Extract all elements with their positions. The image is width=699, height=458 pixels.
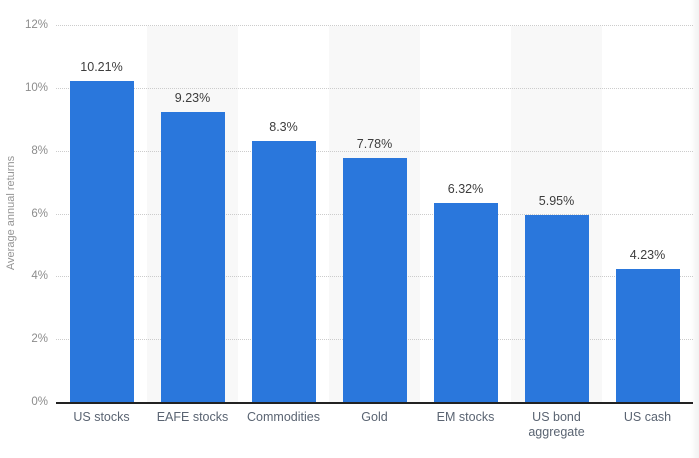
x-category-label: EM stocks: [436, 410, 495, 424]
bar-eafe-stocks[interactable]: [160, 112, 225, 402]
gridline: [56, 87, 693, 89]
x-category-label: US stocks: [73, 410, 130, 424]
bar-value-label: 10.21%: [80, 60, 123, 75]
y-tick-label: 4%: [31, 270, 48, 283]
x-category-label: EAFE stocks: [156, 410, 229, 424]
x-category-label: Gold: [361, 410, 388, 424]
bar-value-label: 6.32%: [447, 182, 484, 197]
bar-gold[interactable]: [342, 157, 407, 402]
bar-us-bond-aggregate[interactable]: [524, 215, 589, 402]
x-category-label: US bond aggregate: [528, 410, 585, 439]
x-category-label: US cash: [623, 410, 672, 424]
gridline: [56, 150, 693, 152]
x-category-label: Commodities: [247, 410, 320, 424]
bar-value-label: 7.78%: [356, 136, 393, 151]
y-tick-label: 12%: [24, 19, 48, 31]
gridline: [56, 25, 693, 26]
y-tick-label: 6%: [31, 207, 48, 220]
bar-commodities[interactable]: [251, 141, 316, 402]
y-tick-label: 2%: [31, 333, 48, 346]
bar-us-cash[interactable]: [615, 269, 680, 402]
bar-value-label: 8.3%: [269, 120, 298, 135]
bar-us-stocks[interactable]: [69, 81, 134, 402]
bar-value-label: 5.95%: [538, 194, 575, 209]
x-axis-line: [56, 402, 693, 404]
y-tick-label: 0%: [31, 396, 48, 408]
right-edge-shadow: [690, 0, 699, 458]
bar-value-label: 4.23%: [629, 248, 666, 263]
bar-value-label: 9.23%: [174, 91, 211, 106]
y-tick-label: 8%: [31, 144, 48, 157]
bar-em-stocks[interactable]: [433, 203, 498, 402]
y-tick-label: 10%: [24, 81, 48, 94]
